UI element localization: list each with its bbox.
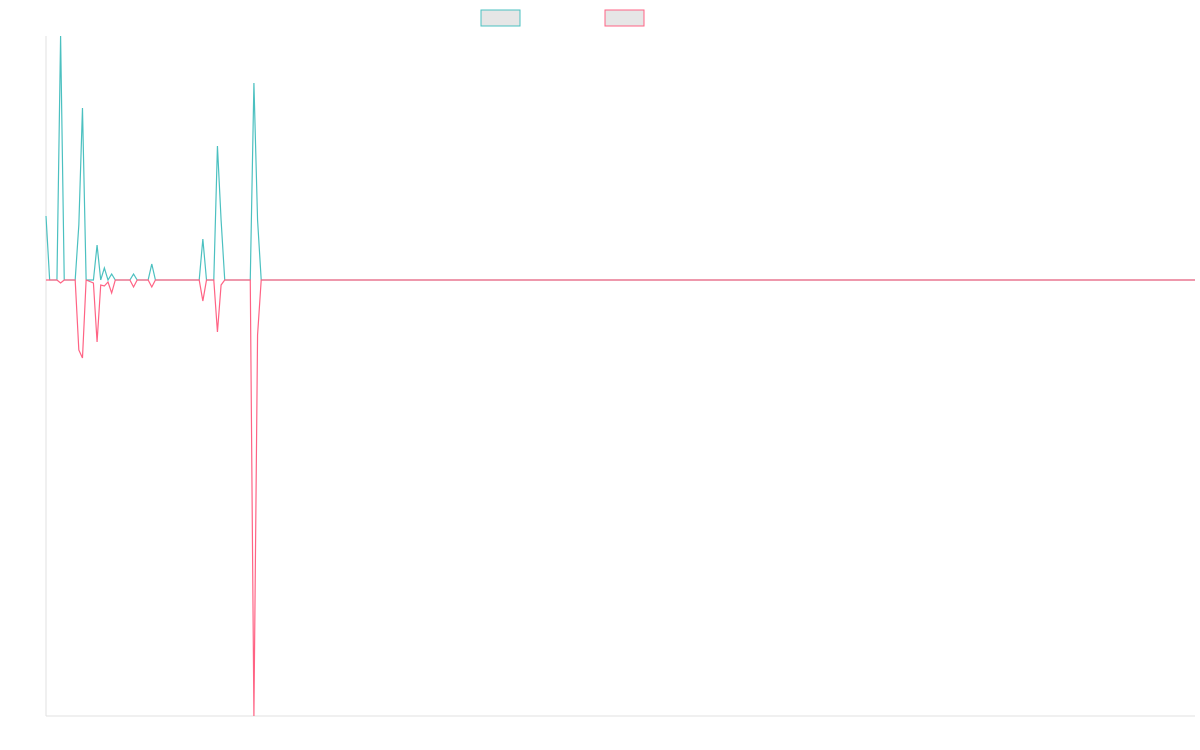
series-line — [45, 35, 1195, 282]
legend-swatch — [604, 9, 645, 27]
legend-swatch — [480, 9, 521, 27]
series-line — [46, 279, 1195, 717]
